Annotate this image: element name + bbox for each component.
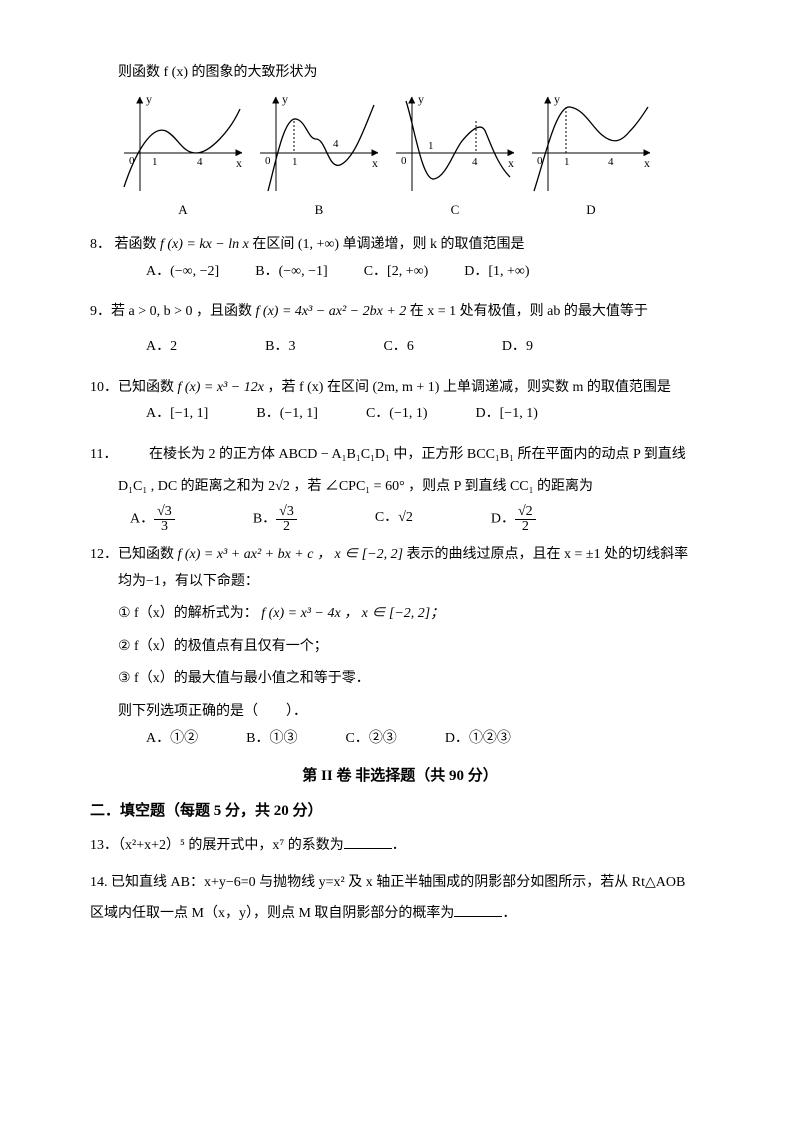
svg-text:1: 1	[564, 156, 570, 168]
svg-text:4: 4	[333, 138, 339, 150]
graphs-row: 0 1 4 y x A 0 1 4 y x B	[118, 91, 710, 223]
graph-b-label: B	[254, 198, 384, 223]
q12-ask: 则下列选项正确的是（ ）．	[118, 699, 710, 726]
q9-opt-a: A．2	[146, 334, 265, 361]
q11-options: A．√33 B．√32 C．√2 D．√22	[130, 505, 710, 534]
intro-text: 则函数 f (x) 的图象的大致形状为	[118, 65, 318, 80]
graph-c: 0 1 4 y x C	[390, 91, 520, 223]
q8-options: A．(−∞, −2] B．(−∞, −1] C．[2, +∞) D．[1, +∞…	[146, 259, 710, 286]
graph-a-label: A	[118, 198, 248, 223]
svg-text:4: 4	[472, 156, 478, 168]
q11-stem-line1: 11． 在棱长为 2 的正方体 ABCD − A₁B₁C₁D₁ 中，正方形 BC…	[90, 442, 710, 469]
q11-opt-b: B．√32	[253, 505, 375, 534]
q12-opt-d: D．①②③	[445, 726, 559, 753]
question-8: 8． 若函数 f (x) = kx − ln x 在区间 (1, +∞) 单调递…	[90, 232, 710, 285]
graph-c-label: C	[390, 198, 520, 223]
intro-line: 则函数 f (x) 的图象的大致形状为	[118, 60, 710, 87]
q12-opt-b: B．①③	[246, 726, 345, 753]
q10-stem: 10．已知函数 f (x) = x³ − 12x ，若 f (x) 在区间 (2…	[90, 375, 710, 402]
q12-prop-3: ③ f（x）的最大值与最小值之和等于零．	[118, 666, 710, 693]
q12-opt-c: C．②③	[345, 726, 444, 753]
q12-prop-2: ② f（x）的极值点有且仅有一个；	[118, 634, 710, 661]
graph-b: 0 1 4 y x B	[254, 91, 384, 223]
svg-text:y: y	[554, 92, 560, 106]
svg-text:x: x	[508, 156, 514, 170]
question-11: 11． 在棱长为 2 的正方体 ABCD − A₁B₁C₁D₁ 中，正方形 BC…	[90, 442, 710, 534]
graph-d-label: D	[526, 198, 656, 223]
q10-opt-b: B．(−1, 1]	[256, 401, 366, 428]
q14-line2: 区域内任取一点 M（x，y），则点 M 取自阴影部分的概率为．	[90, 899, 710, 930]
q11-opt-a: A．√33	[130, 505, 253, 534]
q9-opt-c: C．6	[383, 334, 501, 361]
svg-text:y: y	[282, 92, 288, 106]
q14-line1: 14. 已知直线 AB：x+y−6=0 与抛物线 y=x² 及 x 轴正半轴围成…	[90, 868, 710, 899]
q12-options: A．①② B．①③ C．②③ D．①②③	[146, 726, 710, 753]
question-10: 10．已知函数 f (x) = x³ − 12x ，若 f (x) 在区间 (2…	[90, 375, 710, 428]
svg-text:1: 1	[428, 140, 434, 152]
q10-options: A．[−1, 1] B．(−1, 1] C．(−1, 1) D．[−1, 1)	[146, 401, 710, 428]
question-9: 9．若 a > 0, b > 0 ，且函数 f (x) = 4x³ − ax² …	[90, 299, 710, 360]
svg-text:x: x	[372, 156, 378, 170]
graph-a: 0 1 4 y x A	[118, 91, 248, 223]
blank-14	[454, 902, 502, 917]
q12-opt-a: A．①②	[146, 726, 246, 753]
q8-opt-b: B．(−∞, −1]	[255, 259, 363, 286]
q12-stem-line2: 均为−1，有以下命题：	[118, 569, 710, 596]
q11-stem-line2: D₁C₁ , DC 的距离之和为 2√2 ，若 ∠CPC₁ = 60° ，则点 …	[118, 474, 710, 501]
q12-stem-line1: 12．已知函数 f (x) = x³ + ax² + bx + c ， x ∈ …	[90, 542, 710, 569]
svg-text:4: 4	[197, 156, 203, 168]
section-2-title: 第 II 卷 非选择题（共 90 分）	[90, 762, 710, 791]
q12-prop-1: ① f（x）的解析式为： f (x) = x³ − 4x ， x ∈ [−2, …	[118, 601, 710, 628]
svg-text:1: 1	[292, 156, 298, 168]
q8-opt-a: A．(−∞, −2]	[146, 259, 255, 286]
q11-opt-d: D．√22	[491, 505, 584, 534]
svg-text:1: 1	[152, 156, 158, 168]
q9-opt-b: B．3	[265, 334, 383, 361]
svg-text:4: 4	[608, 156, 614, 168]
q8-stem: 8． 若函数 f (x) = kx − ln x 在区间 (1, +∞) 单调递…	[90, 232, 710, 259]
q11-opt-c: C．√2	[375, 505, 491, 534]
svg-text:y: y	[146, 92, 152, 106]
q9-options: A．2 B．3 C．6 D．9	[146, 334, 710, 361]
q10-opt-d: D．[−1, 1)	[476, 401, 586, 428]
blank-13	[344, 834, 392, 849]
fill-blanks-head: 二．填空题（每题 5 分，共 20 分）	[90, 797, 710, 826]
svg-text:0: 0	[265, 155, 271, 167]
question-13: 13．（x²+x+2）⁵ 的展开式中，x⁷ 的系数为．	[90, 833, 710, 860]
q10-opt-a: A．[−1, 1]	[146, 401, 256, 428]
q8-opt-d: D．[1, +∞)	[464, 259, 565, 286]
svg-text:x: x	[236, 156, 242, 170]
svg-text:0: 0	[401, 155, 407, 167]
graph-d: 0 1 4 y x D	[526, 91, 656, 223]
svg-text:y: y	[418, 92, 424, 106]
question-14: 14. 已知直线 AB：x+y−6=0 与抛物线 y=x² 及 x 轴正半轴围成…	[90, 868, 710, 930]
q9-stem: 9．若 a > 0, b > 0 ，且函数 f (x) = 4x³ − ax² …	[90, 299, 710, 326]
svg-text:x: x	[644, 156, 650, 170]
question-12: 12．已知函数 f (x) = x³ + ax² + bx + c ， x ∈ …	[90, 542, 710, 752]
q10-opt-c: C．(−1, 1)	[366, 401, 476, 428]
q9-opt-d: D．9	[502, 334, 621, 361]
q8-opt-c: C．[2, +∞)	[364, 259, 465, 286]
